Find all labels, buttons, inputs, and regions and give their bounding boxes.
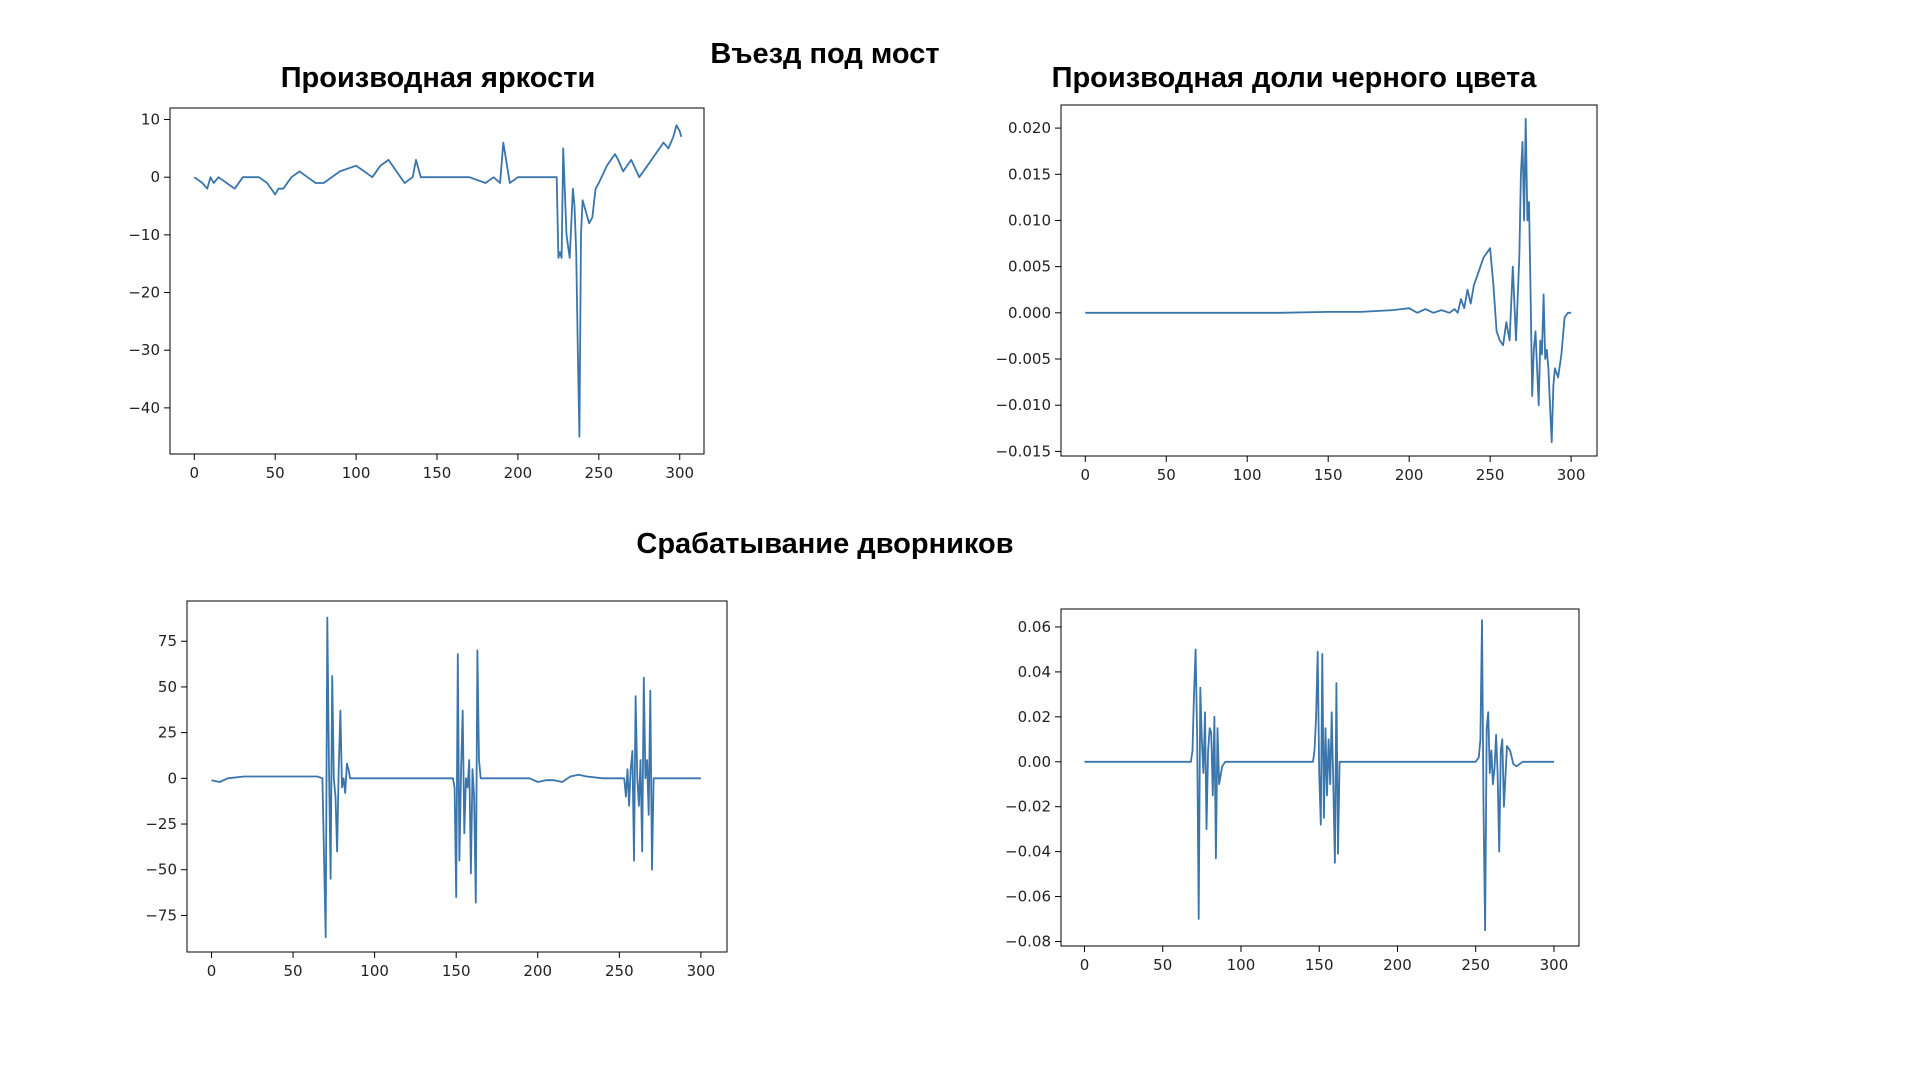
x-tick-label: 300 xyxy=(1557,466,1586,484)
x-tick-label: 50 xyxy=(283,962,302,980)
x-tick-label: 300 xyxy=(1540,956,1569,974)
x-tick-label: 100 xyxy=(360,962,389,980)
x-tick-label: 250 xyxy=(1476,466,1505,484)
x-tick-label: 0 xyxy=(189,464,199,482)
y-tick-label: 0.020 xyxy=(1008,119,1051,137)
x-tick-label: 200 xyxy=(523,962,552,980)
x-tick-label: 150 xyxy=(1305,956,1334,974)
y-tick-label: −0.02 xyxy=(1005,798,1051,816)
y-tick-label: −25 xyxy=(145,815,177,833)
series-line xyxy=(1085,118,1572,444)
plot-frame xyxy=(1060,104,1598,457)
y-tick-label: −40 xyxy=(128,399,160,417)
x-tick-label: 150 xyxy=(423,464,452,482)
x-tick-label: 250 xyxy=(584,464,613,482)
y-tick-label: −0.015 xyxy=(995,442,1051,460)
y-tick-label: −0.005 xyxy=(995,350,1051,368)
x-tick-label: 200 xyxy=(504,464,533,482)
x-tick-label: 50 xyxy=(1157,466,1176,484)
y-tick-label: 0 xyxy=(150,168,160,186)
x-tick-label: 300 xyxy=(665,464,694,482)
x-tick-label: 150 xyxy=(442,962,471,980)
x-tick-label: 0 xyxy=(1080,956,1090,974)
y-tick-label: 0.06 xyxy=(1018,618,1051,636)
y-tick-label: −75 xyxy=(145,906,177,924)
x-tick-label: 100 xyxy=(342,464,371,482)
y-tick-label: −50 xyxy=(145,861,177,879)
y-tick-label: 0.04 xyxy=(1018,663,1051,681)
x-tick-label: 200 xyxy=(1383,956,1412,974)
plot-frame xyxy=(1060,608,1580,947)
x-tick-label: 100 xyxy=(1227,956,1256,974)
y-tick-label: 50 xyxy=(158,678,177,696)
x-tick-label: 50 xyxy=(1153,956,1172,974)
series-line xyxy=(193,124,683,438)
y-tick-label: −0.06 xyxy=(1005,888,1051,906)
y-tick-label: −30 xyxy=(128,341,160,359)
x-tick-label: 250 xyxy=(1461,956,1490,974)
x-tick-label: 0 xyxy=(1081,466,1091,484)
chart-title-black-share: Производная доли черного цвета xyxy=(1051,62,1537,94)
x-tick-label: 200 xyxy=(1395,466,1424,484)
plot-frame xyxy=(186,600,728,953)
x-tick-label: 250 xyxy=(605,962,634,980)
y-tick-label: −0.08 xyxy=(1005,933,1051,951)
y-tick-label: 10 xyxy=(141,111,160,129)
y-tick-label: −10 xyxy=(128,226,160,244)
y-tick-label: 0.005 xyxy=(1008,258,1051,276)
y-tick-label: −0.04 xyxy=(1005,843,1051,861)
y-tick-label: −20 xyxy=(128,284,160,302)
x-tick-label: 100 xyxy=(1233,466,1262,484)
y-tick-label: 0.010 xyxy=(1008,211,1051,229)
x-tick-label: 50 xyxy=(266,464,285,482)
y-tick-label: 0.000 xyxy=(1008,304,1051,322)
series-line xyxy=(211,616,701,939)
section-title-bridge: Въезд под мост xyxy=(710,38,940,70)
y-tick-label: 0.015 xyxy=(1008,165,1051,183)
y-tick-label: 0 xyxy=(167,769,177,787)
y-tick-label: 75 xyxy=(158,632,177,650)
section-title-wipers: Срабатывание дворников xyxy=(636,528,1014,560)
x-tick-label: 150 xyxy=(1314,466,1343,484)
y-tick-label: −0.010 xyxy=(995,396,1051,414)
series-line xyxy=(1084,619,1554,932)
y-tick-label: 0.02 xyxy=(1018,708,1051,726)
y-tick-label: 0.00 xyxy=(1018,753,1051,771)
x-tick-label: 300 xyxy=(687,962,716,980)
y-tick-label: 25 xyxy=(158,724,177,742)
x-tick-label: 0 xyxy=(207,962,217,980)
chart-title-brightness: Производная яркости xyxy=(280,62,596,94)
